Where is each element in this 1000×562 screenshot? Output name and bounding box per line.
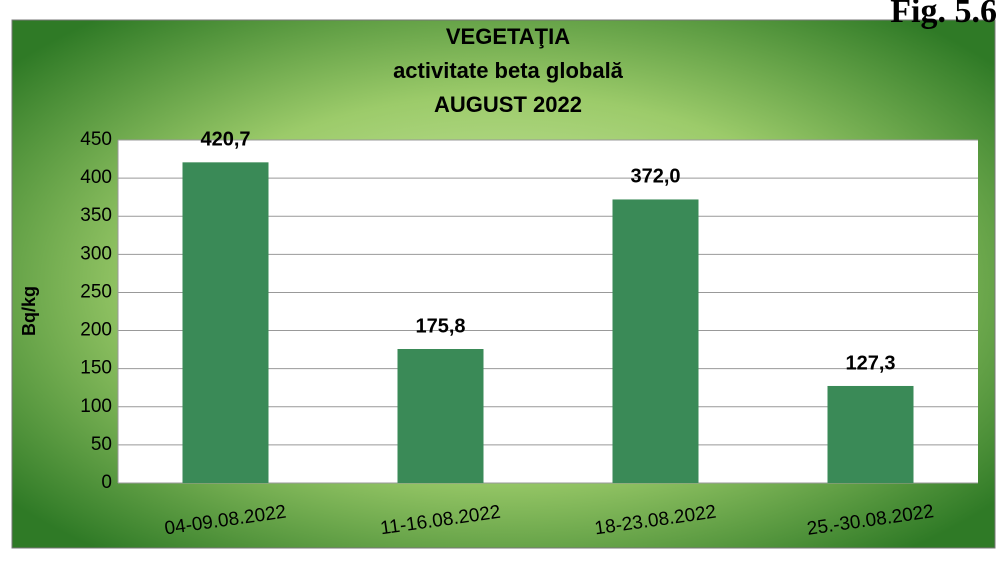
data-label: 420,7 [200, 129, 250, 151]
data-label: 127,3 [845, 352, 895, 374]
bar [827, 385, 914, 483]
y-tick-label: 350 [80, 205, 112, 226]
y-tick-label: 450 [80, 129, 112, 150]
chart-title: VEGETAŢIA [446, 24, 570, 49]
chart-title: AUGUST 2022 [434, 92, 582, 117]
y-tick-label: 400 [80, 167, 112, 188]
y-axis-label: Bq/kg [19, 286, 39, 336]
bar [397, 349, 484, 483]
y-tick-label: 100 [80, 396, 112, 417]
chart-title: activitate beta globală [393, 58, 624, 83]
y-tick-label: 50 [91, 434, 112, 455]
data-label: 175,8 [415, 315, 465, 337]
y-tick-label: 200 [80, 320, 112, 341]
bar [612, 199, 699, 483]
y-tick-label: 300 [80, 243, 112, 264]
data-label: 372,0 [630, 166, 680, 188]
y-tick-label: 150 [80, 358, 112, 379]
figure-label: Fig. 5.6 [890, 0, 997, 30]
bar [182, 162, 269, 483]
y-tick-label: 250 [80, 281, 112, 302]
y-tick-label: 0 [101, 472, 112, 493]
